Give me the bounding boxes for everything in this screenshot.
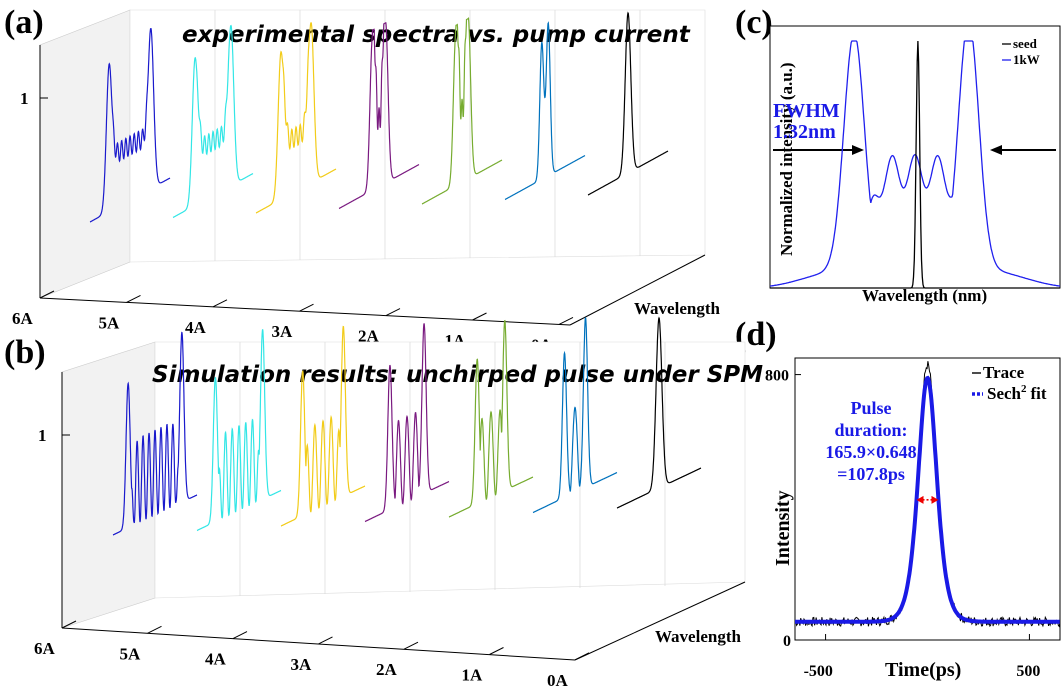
panel-b-wavelength-label: Wavelength: [655, 627, 741, 646]
panel-a-wavelength-label: Wavelength: [634, 299, 720, 318]
spectrum-curve-4A: [255, 22, 337, 214]
category-tick-label-6A: 6A: [12, 309, 34, 328]
category-tick-label-6A: 6A: [34, 639, 56, 658]
panel-b-category-ticks: 6A 5A 4A 3A 2A 1A 0A: [34, 620, 590, 687]
panel-d-fwhm-arrowhead-left: [916, 495, 924, 504]
panel-c-spectrum: Normalized intensity (a.u.) Wavelength (…: [769, 25, 1061, 305]
panel-a-waterfall: 1 experimental spectra vs. pump current …: [12, 9, 720, 354]
category-tick-label-0A: 0A: [547, 671, 569, 687]
category-tick-label-1A: 1A: [462, 666, 484, 685]
panel-c-fwhm-label: FWHM: [773, 100, 840, 122]
panel-a-ytick-1: 1: [20, 89, 29, 108]
panel-d-legend-fit-word: Sech: [987, 384, 1022, 403]
category-tick-label-5A: 5A: [99, 313, 121, 332]
category-tick-label-4A: 4A: [185, 318, 207, 337]
category-tick-mark: [472, 312, 487, 321]
spectrum-curve-6A: [89, 28, 171, 223]
panel-d-annot-line3: 165.9×0.648: [825, 442, 916, 462]
panel-d-fwhm-arrowhead-right: [931, 495, 939, 504]
panel-d-ticks: -500 500 0 800: [765, 368, 1040, 680]
panel-d-fit-curve: [795, 375, 1060, 624]
spectrum-curve-3A: [338, 22, 420, 210]
panel-b-x-axis: [61, 627, 576, 661]
category-tick-mark: [126, 294, 141, 303]
panel-d-annot-line4: =107.8ps: [837, 464, 905, 484]
panel-c-arrowhead-right: [990, 145, 1002, 155]
panel-c-legend-seed: seed: [1013, 36, 1038, 51]
panel-c-arrowhead-left: [852, 145, 864, 155]
spectrum-curve-2A: [421, 17, 503, 205]
category-tick-mark: [39, 290, 55, 299]
panel-a-x-axis: [39, 297, 571, 326]
panel-c-legend-1kw: 1kW: [1013, 52, 1040, 67]
panel-c-seed-curve: [770, 40, 1060, 289]
panel-d-frame: [794, 357, 1061, 641]
category-tick-label-4A: 4A: [205, 650, 227, 669]
panel-d-ylabel: Intensity: [772, 490, 794, 566]
category-tick-mark: [318, 636, 333, 645]
spectrum-curve-2A: [448, 319, 534, 518]
category-tick-mark: [489, 647, 504, 655]
panel-d-curves: [794, 361, 1061, 628]
panel-d-legend: Trace Sech2 fit: [972, 363, 1047, 403]
panel-d-legend-trace: Trace: [983, 363, 1025, 382]
spectrum-curve-0A: [616, 316, 702, 509]
category-tick-mark: [574, 652, 590, 661]
panel-a-title: experimental spectra vs. pump current: [182, 22, 691, 48]
spectrum-curve-5A: [172, 24, 254, 219]
category-tick-mark: [212, 299, 228, 308]
panel-label-a: (a): [4, 4, 44, 41]
panel-d-legend-fit-exponent: 2: [1021, 383, 1027, 395]
spectrum-curve-4A: [280, 325, 366, 527]
category-tick-label-3A: 3A: [272, 322, 294, 341]
panel-d-ytick-label: 800: [765, 368, 789, 385]
panel-d-xlabel: Time(ps): [885, 659, 961, 681]
panel-d-ytick-label: 0: [783, 633, 791, 650]
spectrum-curve-6A: [112, 331, 198, 536]
category-tick-mark: [299, 303, 314, 312]
panel-b-ytick-1: 1: [38, 426, 47, 445]
panel-a-depth-axis: [569, 254, 706, 326]
category-tick-label-2A: 2A: [358, 327, 380, 346]
panel-d-annot-line2: duration:: [834, 420, 907, 440]
panel-c-xlabel: Wavelength (nm): [862, 286, 987, 305]
panel-b-depth-axis: [574, 581, 746, 661]
category-tick-mark: [147, 625, 162, 634]
panel-a-curves: [89, 11, 669, 223]
panel-d-pulse: Intensity Time(ps) Trace Sech2 fit Pulse …: [765, 357, 1061, 681]
category-tick-label-5A: 5A: [120, 644, 142, 663]
category-tick-label-3A: 3A: [291, 655, 313, 674]
panel-d-annot-line1: Pulse: [850, 398, 891, 418]
panel-c-fwhm-value: 1.32nm: [773, 121, 836, 143]
category-tick-mark: [385, 308, 401, 317]
panel-b-title: Simulation results: unchirped pulse unde…: [152, 362, 763, 388]
category-tick-mark: [61, 620, 77, 629]
spectrum-curve-5A: [196, 329, 282, 532]
panel-d-legend-fit: Sech2 fit: [987, 383, 1047, 403]
panel-b-curves: [112, 316, 702, 536]
category-tick-mark: [232, 631, 248, 640]
panel-d-legend-fit-suffix: fit: [1031, 384, 1047, 403]
panel-c-1kw-curve: [769, 40, 1061, 287]
panel-label-c: (c): [735, 4, 773, 41]
category-tick-mark: [403, 641, 419, 650]
panel-c-legend: seed 1kW: [1002, 36, 1040, 67]
panel-d-xtick-label: 500: [1016, 663, 1040, 680]
spectrum-curve-3A: [364, 323, 450, 523]
panel-c-ylabel: Normalized intensity (a.u.): [777, 62, 796, 256]
panel-d-pulse-annotation: Pulse duration: 165.9×0.648 =107.8ps: [825, 398, 916, 484]
spectrum-curve-0A: [587, 11, 669, 196]
panel-label-b: (b): [4, 334, 46, 371]
spectrum-curve-1A: [504, 21, 586, 201]
spectrum-curve-1A: [532, 317, 618, 514]
panel-c-curves: [769, 40, 1061, 289]
panel-d-xtick-label: -500: [804, 663, 833, 680]
category-tick-label-2A: 2A: [376, 660, 398, 679]
category-tick-mark: [558, 316, 574, 325]
panel-b-waterfall: 1 Simulation results: unchirped pulse un…: [34, 316, 763, 687]
